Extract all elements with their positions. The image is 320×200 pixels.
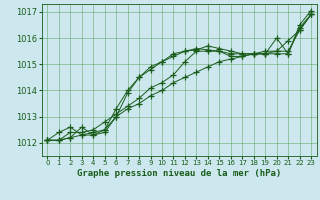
X-axis label: Graphe pression niveau de la mer (hPa): Graphe pression niveau de la mer (hPa) [77, 169, 281, 178]
